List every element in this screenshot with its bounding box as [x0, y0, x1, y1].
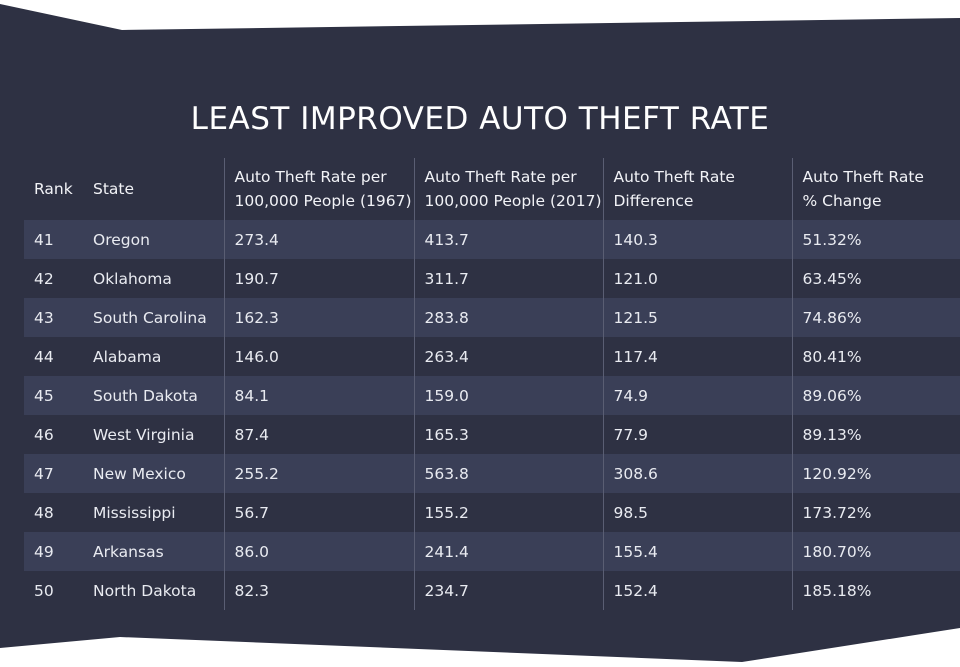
cell-rank: 49: [24, 532, 83, 571]
cell-rate-2017: 563.8: [413, 454, 603, 493]
cell-rank: 42: [34, 269, 54, 288]
cell-difference: 140.3: [602, 220, 792, 259]
header-difference-line1: Auto Theft Rate: [613, 168, 735, 186]
cell-state: Alabama: [93, 347, 162, 366]
table-row: 46 West Virginia 87.4 165.3 77.9 89.13%: [24, 415, 960, 454]
header-rate-2017-line2: 100,000 People (2017): [424, 192, 602, 210]
auto-theft-table: Rank State Auto Theft Rate per 100,000 P…: [24, 158, 960, 610]
header-difference: Auto Theft Rate Difference: [602, 158, 792, 220]
cell-state: Arkansas: [83, 532, 224, 571]
cell-difference: 155.4: [602, 532, 792, 571]
table-row: 42 Oklahoma 190.7 311.7 121.0 63.45%: [24, 259, 960, 298]
table-row: 45 South Dakota 84.1 159.0 74.9 89.06%: [24, 376, 960, 415]
cell-difference: 152.4: [602, 571, 792, 610]
cell-difference: 98.5: [602, 493, 792, 532]
cell-rate-1967: 146.0: [223, 337, 414, 376]
header-pct-change: Auto Theft Rate % Change: [791, 158, 960, 220]
cell-pct-change: 89.06%: [791, 376, 960, 415]
header-row: Rank State Auto Theft Rate per 100,000 P…: [24, 158, 960, 220]
header-rate-2017: Auto Theft Rate per 100,000 People (2017…: [413, 158, 603, 220]
header-rate-2017-line1: Auto Theft Rate per: [424, 168, 577, 186]
cell-difference: 121.0: [602, 259, 792, 298]
cell-pct-change: 173.72%: [791, 493, 960, 532]
header-difference-line2: Difference: [613, 192, 694, 210]
table-row: 41 Oregon 273.4 413.7 140.3 51.32%: [24, 220, 960, 259]
cell-rate-2017: 241.4: [413, 532, 603, 571]
table-row: 50 North Dakota 82.3 234.7 152.4 185.18%: [24, 571, 960, 610]
header-rate-1967-line1: Auto Theft Rate per: [234, 168, 387, 186]
header-state: State: [93, 180, 135, 198]
cell-pct-change: 120.92%: [791, 454, 960, 493]
cell-rate-1967: 255.2: [223, 454, 414, 493]
cell-state: South Dakota: [83, 376, 224, 415]
cell-pct-change: 63.45%: [791, 259, 960, 298]
cell-state: Mississippi: [93, 503, 176, 522]
cell-state: South Carolina: [83, 298, 224, 337]
cell-difference: 77.9: [602, 415, 792, 454]
cell-rank: 41: [24, 220, 83, 259]
cell-pct-change: 51.32%: [791, 220, 960, 259]
cell-rate-1967: 162.3: [223, 298, 414, 337]
cell-difference: 74.9: [602, 376, 792, 415]
cell-difference: 308.6: [602, 454, 792, 493]
cell-state: New Mexico: [83, 454, 224, 493]
cell-rank: 46: [34, 425, 54, 444]
cell-rate-1967: 56.7: [223, 493, 414, 532]
table-row: 47 New Mexico 255.2 563.8 308.6 120.92%: [24, 454, 960, 493]
cell-rank: 44: [34, 347, 54, 366]
cell-pct-change: 180.70%: [791, 532, 960, 571]
cell-pct-change: 89.13%: [791, 415, 960, 454]
cell-rate-2017: 159.0: [413, 376, 603, 415]
cell-pct-change: 74.86%: [791, 298, 960, 337]
cell-rate-1967: 190.7: [223, 259, 414, 298]
cell-rate-1967: 87.4: [223, 415, 414, 454]
table-row: 43 South Carolina 162.3 283.8 121.5 74.8…: [24, 298, 960, 337]
cell-rank: 50: [34, 581, 54, 600]
cell-rank: 48: [34, 503, 54, 522]
header-rank: Rank: [34, 180, 73, 198]
cell-rate-1967: 82.3: [223, 571, 414, 610]
cell-rate-2017: 311.7: [413, 259, 603, 298]
table-row: 48 Mississippi 56.7 155.2 98.5 173.72%: [24, 493, 960, 532]
cell-rate-1967: 86.0: [223, 532, 414, 571]
cell-state: Oklahoma: [93, 269, 172, 288]
cell-rate-2017: 413.7: [413, 220, 603, 259]
cell-rate-1967: 273.4: [223, 220, 414, 259]
table-row: 44 Alabama 146.0 263.4 117.4 80.41%: [24, 337, 960, 376]
cell-rate-1967: 84.1: [223, 376, 414, 415]
cell-rank: 43: [24, 298, 83, 337]
cell-state: North Dakota: [93, 581, 197, 600]
cell-rate-2017: 165.3: [413, 415, 603, 454]
chart-title: LEAST IMPROVED AUTO THEFT RATE: [190, 100, 770, 137]
cell-rate-2017: 283.8: [413, 298, 603, 337]
header-pct-change-line2: % Change: [802, 192, 882, 210]
cell-rate-2017: 155.2: [413, 493, 603, 532]
header-rate-1967: Auto Theft Rate per 100,000 People (1967…: [223, 158, 414, 220]
cell-rate-2017: 263.4: [413, 337, 603, 376]
table-row: 49 Arkansas 86.0 241.4 155.4 180.70%: [24, 532, 960, 571]
cell-pct-change: 80.41%: [791, 337, 960, 376]
cell-state: West Virginia: [93, 425, 195, 444]
cell-rate-2017: 234.7: [413, 571, 603, 610]
cell-difference: 121.5: [602, 298, 792, 337]
cell-state: Oregon: [83, 220, 224, 259]
header-rate-1967-line2: 100,000 People (1967): [234, 192, 412, 210]
header-pct-change-line1: Auto Theft Rate: [802, 168, 924, 186]
cell-rank: 45: [24, 376, 83, 415]
cell-rank: 47: [24, 454, 83, 493]
cell-pct-change: 185.18%: [791, 571, 960, 610]
cell-difference: 117.4: [602, 337, 792, 376]
